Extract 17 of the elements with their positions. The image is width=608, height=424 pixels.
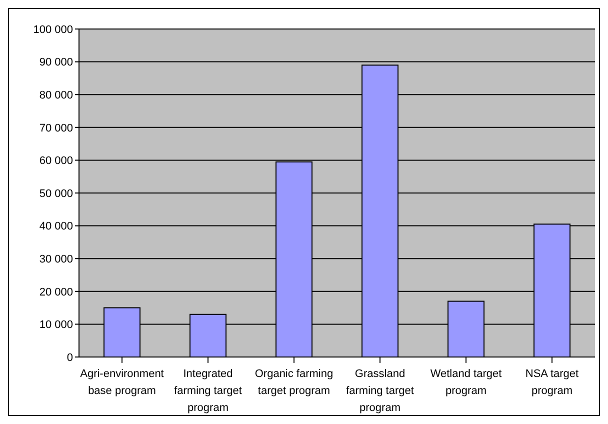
y-tick-label: 80 000: [39, 90, 73, 102]
y-tick-label: 70 000: [39, 122, 73, 134]
x-tick-label: Agri-environment base program: [80, 368, 164, 397]
y-tick-label: 100 000: [33, 24, 73, 36]
y-tick-label: 90 000: [39, 56, 73, 69]
x-tick-label: Wetland target program: [430, 368, 502, 397]
x-tick-label: Grassland farming target program: [346, 368, 414, 414]
x-tick-label: Integrated farming target program: [174, 368, 242, 414]
y-tick-label: 30 000: [39, 254, 73, 266]
y-tick-label: 10 000: [39, 319, 73, 332]
y-tick-label: 40 000: [39, 220, 73, 233]
x-tick-label: NSA target program: [525, 368, 579, 397]
y-tick-label: 0: [66, 352, 73, 364]
y-tick-label: 50 000: [39, 188, 73, 200]
y-tick-label: 60 000: [39, 155, 73, 168]
x-tick-label: Organic farming target program: [254, 368, 334, 397]
y-tick-label: 20 000: [39, 286, 73, 298]
